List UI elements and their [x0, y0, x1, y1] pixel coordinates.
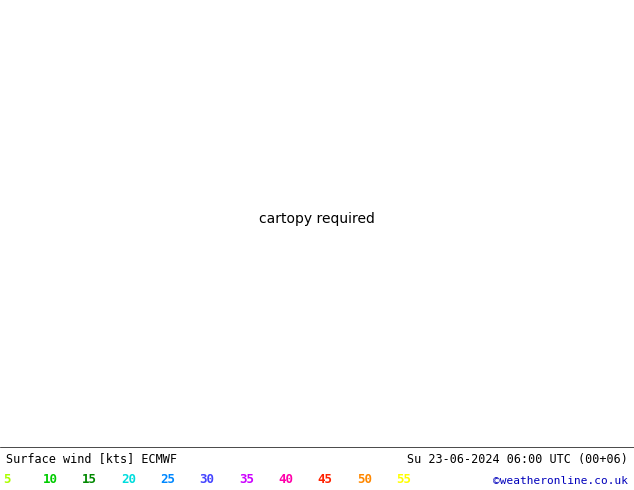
Text: 35: 35	[239, 473, 254, 487]
Text: 60: 60	[436, 473, 451, 487]
Text: 15: 15	[82, 473, 97, 487]
Text: 25: 25	[160, 473, 176, 487]
Text: 50: 50	[357, 473, 372, 487]
Text: Surface wind [kts] ECMWF: Surface wind [kts] ECMWF	[6, 453, 178, 466]
Text: 40: 40	[278, 473, 294, 487]
Text: cartopy required: cartopy required	[259, 212, 375, 226]
Text: 45: 45	[318, 473, 333, 487]
Text: 55: 55	[396, 473, 411, 487]
Text: 10: 10	[42, 473, 58, 487]
Text: Su 23-06-2024 06:00 UTC (00+06): Su 23-06-2024 06:00 UTC (00+06)	[407, 453, 628, 466]
Text: ©weatheronline.co.uk: ©weatheronline.co.uk	[493, 476, 628, 487]
Text: 30: 30	[200, 473, 215, 487]
Text: 20: 20	[121, 473, 136, 487]
Text: 5: 5	[3, 473, 11, 487]
